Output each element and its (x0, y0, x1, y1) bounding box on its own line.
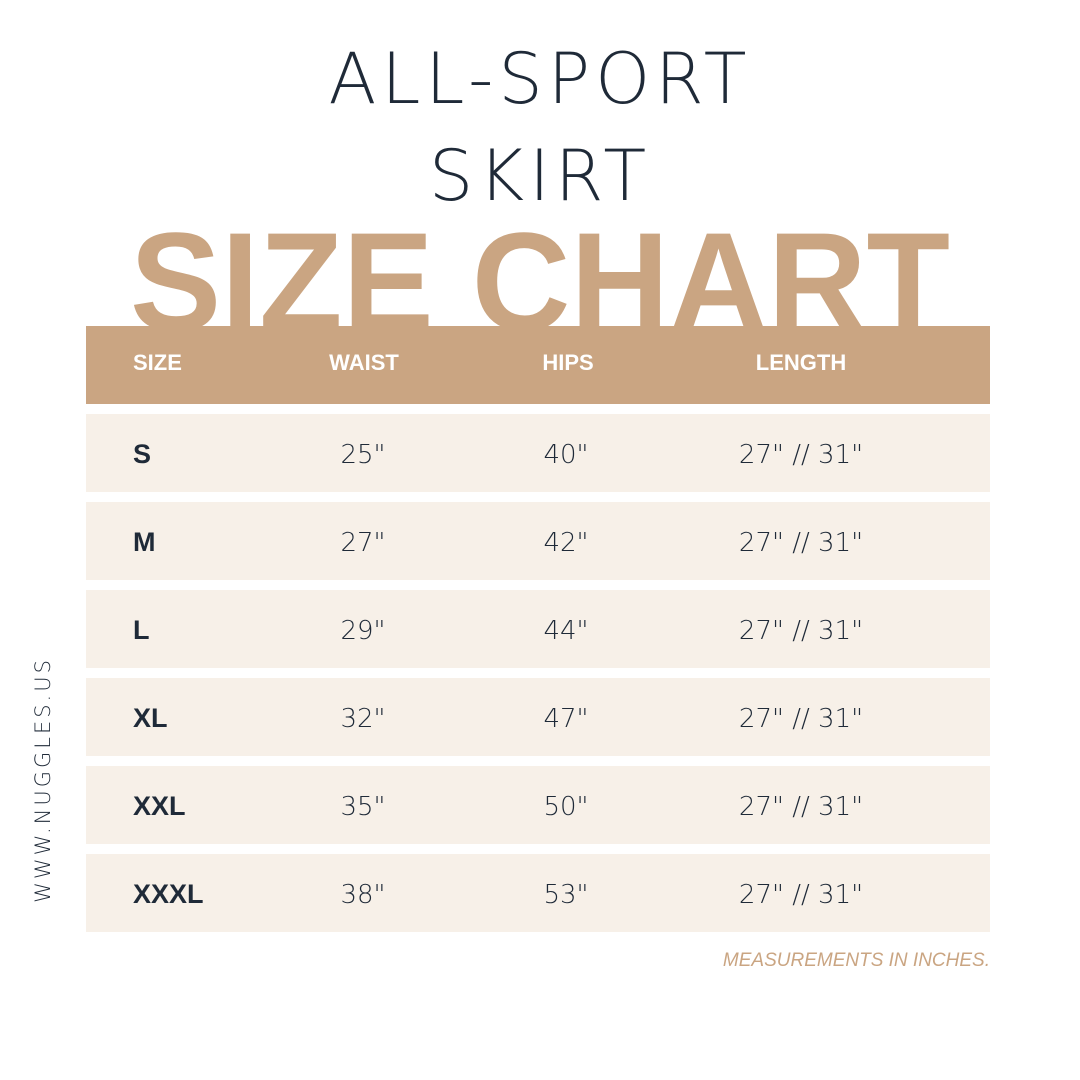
size-cell: S (133, 439, 152, 469)
length-cell: 27" // 31" (738, 880, 864, 910)
waist-cell: 32" (340, 704, 386, 734)
table-row: XL 32" 47" 27" // 31" (86, 678, 990, 756)
length-cell: 27" // 31" (738, 792, 864, 822)
measurement-note: MEASUREMENTS IN INCHES. (722, 950, 990, 971)
table-row: S 25" 40" 27" // 31" (86, 414, 990, 492)
title-line-2: SKIRT (428, 135, 652, 217)
header-waist: WAIST (329, 350, 399, 375)
header-hips: HIPS (542, 350, 594, 375)
hips-cell: 44" (543, 616, 589, 646)
waist-cell: 25" (340, 440, 386, 470)
table-row: XXXL 38" 53" 27" // 31" (86, 854, 990, 932)
hips-cell: 42" (543, 528, 589, 558)
waist-cell: 35" (340, 792, 386, 822)
size-cell: L (133, 615, 150, 645)
waist-cell: 29" (340, 616, 386, 646)
length-cell: 27" // 31" (738, 704, 864, 734)
hips-cell: 40" (543, 440, 589, 470)
table-header (86, 326, 990, 404)
waist-cell: 38" (340, 880, 386, 910)
header-length: LENGTH (755, 350, 847, 375)
header-size: SIZE (133, 350, 182, 375)
size-cell: XL (133, 703, 168, 733)
size-cell: XXL (133, 791, 186, 821)
heading-text: SIZE CHART (130, 203, 950, 340)
size-cell: M (133, 527, 156, 557)
size-cell: XXXL (133, 879, 204, 909)
website-text: WWW.NUGGLES.US (31, 657, 55, 903)
table-row: L 29" 44" 27" // 31" (86, 590, 990, 668)
table-row: M 27" 42" 27" // 31" (86, 502, 990, 580)
length-cell: 27" // 31" (738, 616, 864, 646)
hips-cell: 47" (543, 704, 589, 734)
length-cell: 27" // 31" (738, 440, 864, 470)
waist-cell: 27" (340, 528, 386, 558)
hips-cell: 50" (543, 792, 589, 822)
size-chart-heading: SIZE CHART (130, 203, 950, 340)
table-row: XXL 35" 50" 27" // 31" (86, 766, 990, 844)
title-line-1: ALL-SPORT (328, 38, 752, 120)
length-cell: 27" // 31" (738, 528, 864, 558)
hips-cell: 53" (543, 880, 589, 910)
